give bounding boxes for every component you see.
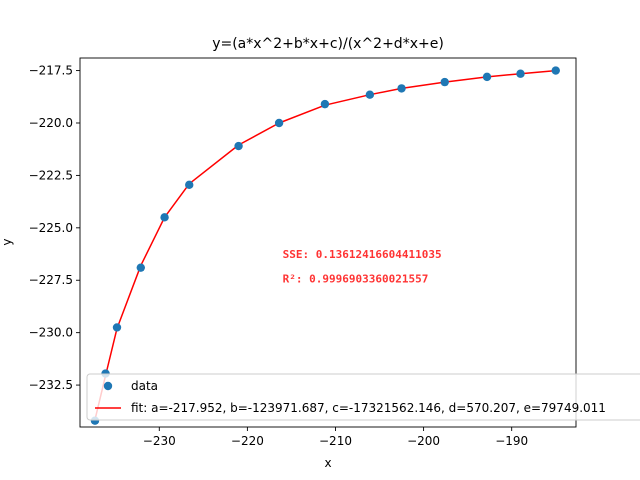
data-point (482, 72, 492, 82)
fit-statistic-text: SSE: 0.13612416604411035 (283, 248, 442, 261)
chart-title: y=(a*x^2+b*x+c)/(x^2+d*x+e) (212, 36, 444, 52)
data-point (551, 66, 560, 75)
y-axis-label: y (0, 238, 14, 245)
data-points-layer (90, 66, 560, 425)
data-point (274, 118, 284, 128)
y-tick-label: −232.5 (29, 378, 73, 392)
x-ticks: −230 −220 −210 −200 −190 (143, 427, 528, 448)
y-tick-label: −222.5 (29, 168, 73, 182)
data-point (185, 180, 194, 190)
data-point (160, 213, 169, 222)
x-tick-label: −190 (495, 434, 528, 448)
x-tick-label: −210 (319, 434, 352, 448)
legend-box (86, 373, 640, 421)
legend: data fit: a=-217.952, b=-123971.687, c=-1… (86, 373, 640, 421)
y-tick-label: −227.5 (29, 273, 73, 287)
legend-label-data: data (131, 379, 158, 393)
legend-marker-data (103, 381, 113, 391)
data-point (234, 141, 243, 151)
data-point (516, 69, 525, 78)
x-tick-label: −230 (143, 434, 176, 448)
data-point (112, 323, 122, 332)
y-tick-label: −230.0 (29, 326, 73, 340)
legend-label-fit: fit: a=-217.952, b=-123971.687, c=-17321… (131, 401, 606, 415)
data-point (136, 263, 145, 272)
axes-spines (79, 57, 577, 428)
x-axis-label: x (324, 456, 331, 470)
data-point (365, 90, 375, 99)
fit-statistic-text: R²: 0.9996903360021557 (283, 272, 429, 285)
y-tick-label: −225.0 (29, 221, 73, 235)
data-point (397, 84, 406, 93)
x-tick-label: −220 (231, 434, 264, 448)
fit-statistics: SSE: 0.13612416604411035 R²: 0.9996903360… (283, 248, 442, 285)
x-tick-label: −200 (407, 434, 440, 448)
data-point (320, 99, 330, 109)
axes-frame-layer (79, 57, 577, 428)
y-ticks: −217.5 −220.0 −222.5 −225.0 −227.5 −230.0 −232… (29, 64, 80, 392)
plot-area (80, 58, 576, 427)
data-point (440, 77, 449, 87)
y-tick-label: −220.0 (29, 116, 73, 130)
y-tick-label: −217.5 (29, 64, 73, 78)
axes-background (80, 58, 576, 427)
